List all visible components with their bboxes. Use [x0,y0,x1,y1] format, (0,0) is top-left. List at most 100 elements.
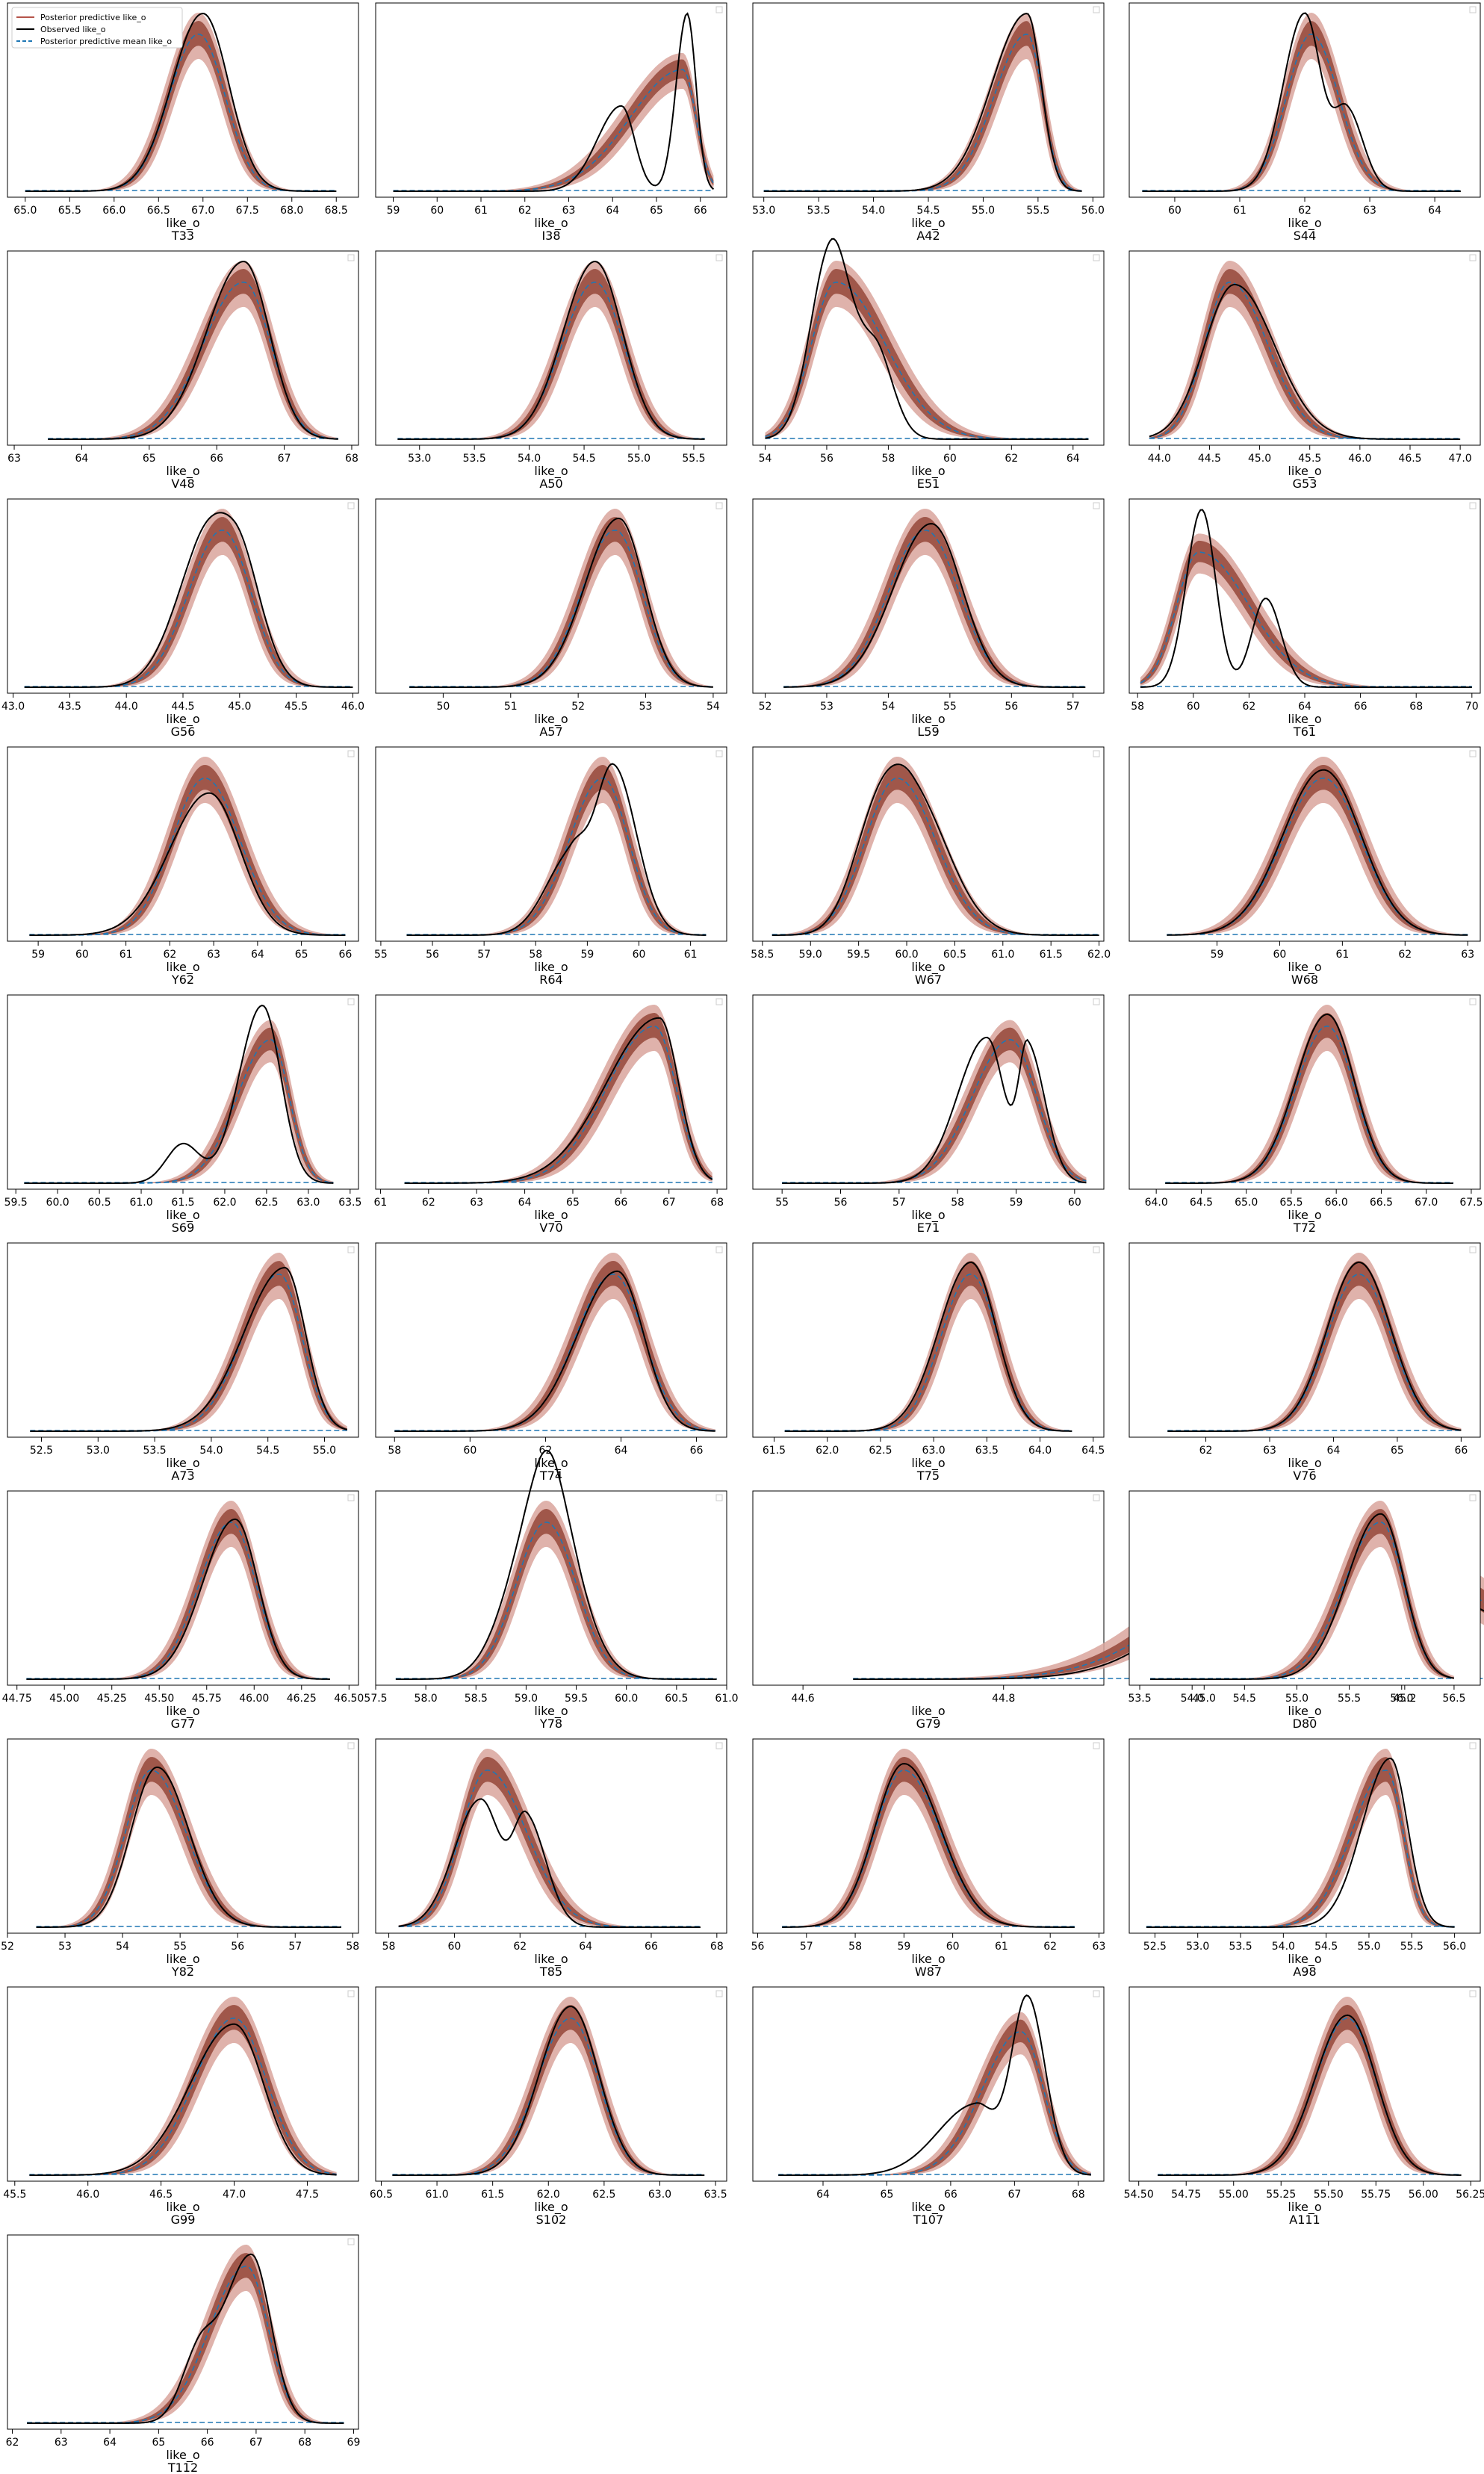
x-tick-label: 53.0 [408,453,431,465]
x-tick-label: 59 [31,949,45,961]
posterior-predictive-mean-line [853,1521,1484,1680]
x-tick-label: 60 [75,949,89,961]
posterior-predictive-halo [1167,1253,1462,1431]
x-tick-label: 68 [298,2437,311,2449]
x-axis-label: like_o [1288,1952,1321,1967]
empty-legend-box [347,1742,355,1749]
posterior-predictive-halo [778,2012,1091,2175]
x-tick-label: 67.0 [191,205,214,217]
x-tick-label: 56.0 [1443,1941,1466,1953]
x-tick-label: 44.8 [992,1693,1015,1705]
x-tick-label: 67.5 [236,205,259,217]
x-tick-label: 54 [759,453,772,465]
x-tick-label: 59.0 [799,949,822,961]
observed-line [765,238,1089,440]
x-tick-label: 54.5 [916,205,940,217]
x-tick-label: 46.5 [1398,453,1421,465]
x-tick-label: 66.0 [1325,1197,1348,1209]
panel-title: W68 [1291,973,1318,987]
x-axis-label: like_o [1288,1704,1321,1719]
legend-label: Posterior predictive mean like_o [40,37,172,46]
x-tick-label: 58 [388,1445,401,1457]
x-tick-label: 62.0 [816,1445,839,1457]
legend: Posterior predictive like_o Observed like… [11,7,183,49]
posterior-predictive-mean-line [36,1769,341,1928]
x-tick-label: 64 [75,453,89,465]
empty-legend-box [715,1990,723,1997]
x-tick-label: 59 [897,1941,910,1953]
axes-frame [752,994,1105,1190]
x-tick-label: 52 [759,701,772,713]
x-tick-label: 56.5 [1442,1693,1465,1705]
posterior-predictive-band [29,2005,337,2175]
x-tick-label: 54.0 [518,453,541,465]
axes-frame [1128,1986,1481,2182]
x-tick-label: 57.5 [364,1693,387,1705]
x-tick-label: 61.5 [1040,949,1063,961]
axes-frame [752,1738,1105,1934]
x-tick-label: 45.0 [1248,453,1271,465]
panel-title: A50 [539,477,562,491]
panel-title: G79 [916,1717,941,1731]
posterior-predictive-mean-line [783,529,1086,688]
x-tick-label: 68 [1072,2189,1085,2201]
observed-line [763,13,1082,192]
empty-legend-box [1469,1742,1477,1749]
observed-line [398,1798,701,1928]
panel-title: I38 [541,229,560,243]
x-tick-label: 62.0 [537,2189,560,2201]
empty-legend-box [1093,6,1100,13]
x-tick-label: 62 [1199,1445,1213,1457]
empty-legend-box [1093,998,1100,1005]
observed-line [24,1004,334,1184]
x-tick-label: 63.0 [648,2189,671,2201]
x-tick-label: 62.0 [1087,949,1111,961]
legend-frame [11,7,183,49]
x-tick-label: 55.0 [627,453,651,465]
panel-t33: 65.0 65.5 66.0 66.5 67.0 67.5 68.0 68.5 like_oT3… [7,2,359,243]
x-tick-label: 56 [834,1197,848,1209]
panel-title: R64 [539,973,562,987]
posterior-predictive-halo [783,509,1086,687]
x-tick-label: 66 [1454,1445,1468,1457]
x-tick-label: 53.5 [807,205,831,217]
x-tick-label: 63 [207,949,220,961]
x-tick-label: 56.0 [1390,1693,1413,1705]
axes-frame [375,2,727,198]
posterior-predictive-halo [1146,1749,1455,1927]
x-tick-label: 59 [1211,949,1224,961]
empty-legend-box [347,750,355,757]
x-tick-label: 53 [58,1941,72,1953]
x-tick-label: 53.5 [1128,1693,1151,1705]
observed-line [24,512,353,688]
legend-label: Observed like_o [40,25,106,34]
x-tick-label: 60.5 [370,2189,393,2201]
panel-title: S102 [536,2213,567,2227]
x-tick-label: 45.5 [285,701,308,713]
x-tick-label: 54 [116,1941,129,1953]
x-tick-label: 52.5 [1143,1941,1167,1953]
x-tick-label: 54.0 [199,1445,223,1457]
x-tick-label: 63 [7,453,21,465]
x-tick-label: 64.5 [1190,1197,1213,1209]
empty-legend-box [1469,1990,1477,1997]
empty-legend-box [1093,1494,1100,1501]
observed-line [29,2023,337,2176]
empty-legend-box [715,998,723,1005]
observed-line [783,523,1086,688]
x-axis-label: like_o [166,1208,199,1223]
x-tick-label: 55.5 [1400,1941,1424,1953]
x-tick-label: 59.5 [4,1197,28,1209]
posterior-predictive-band [1142,21,1461,191]
axes-frame [752,1242,1105,1438]
